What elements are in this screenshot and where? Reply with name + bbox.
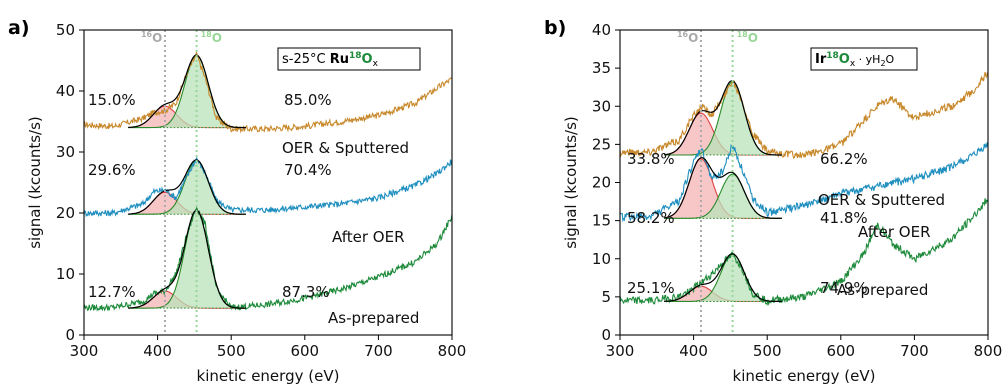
series-oer-sputtered: [84, 52, 452, 134]
y-axis-label: signal (kcounts/s): [562, 116, 580, 249]
total-fit-line: [664, 80, 782, 156]
x-axis-label: kinetic energy (eV): [197, 367, 340, 385]
x-tick-label: 800: [438, 342, 467, 360]
x-tick-label: 700: [900, 342, 929, 360]
peak-16O-fill: [664, 158, 782, 219]
peak-18O-fill: [128, 160, 246, 215]
spectrum-line: [620, 71, 988, 160]
reference-label-18O: 18O: [737, 30, 758, 45]
y-tick-label: 25: [592, 135, 611, 153]
percent-16O-label: 25.1%: [627, 279, 675, 297]
y-tick-label: 10: [592, 250, 611, 268]
series-name-label: As-prepared: [328, 309, 419, 327]
percent-18O-label: 41.8%: [820, 209, 868, 227]
reference-label-16O: 16O: [677, 30, 698, 45]
total-fit-line: [128, 159, 246, 215]
percent-16O-label: 12.7%: [88, 283, 136, 301]
percent-16O-label: 15.0%: [88, 91, 136, 109]
series-name-label: OER & Sputtered: [282, 139, 409, 157]
y-tick-label: 0: [601, 326, 611, 344]
y-axis-label: signal (kcounts/s): [26, 116, 44, 249]
peak-18O-fill: [128, 210, 246, 309]
percent-18O-label: 74.9%: [820, 279, 868, 297]
total-fit-line: [664, 253, 782, 302]
total-fit-line: [664, 157, 782, 219]
series-name-label: OER & Sputtered: [818, 191, 945, 209]
peak-18O-fill: [128, 55, 246, 128]
sample-label: Ir18Ox · yH2O: [815, 51, 895, 69]
spectrum-line: [84, 206, 452, 312]
sample-label-box: [277, 47, 421, 71]
percent-16O-label: 29.6%: [88, 161, 136, 179]
percent-18O-label: 70.4%: [284, 161, 332, 179]
x-tick-label: 600: [290, 342, 319, 360]
reference-label-18O: 18O: [201, 30, 222, 45]
y-tick-label: 30: [592, 97, 611, 115]
peak-18O-fill: [664, 254, 782, 302]
y-tick-label: 20: [592, 174, 611, 192]
y-tick-label: 15: [592, 212, 611, 230]
plot-area: [620, 71, 988, 306]
y-tick-label: 40: [56, 82, 75, 100]
series-oer-sputtered: [620, 71, 988, 160]
x-tick-label: 700: [364, 342, 393, 360]
panel-label: b): [544, 17, 566, 39]
y-tick-label: 40: [592, 21, 611, 39]
axes-frame: [83, 29, 453, 336]
peak-18O-fill: [664, 82, 782, 156]
spectrum-line: [620, 142, 988, 223]
y-tick-label: 5: [601, 288, 611, 306]
x-tick-label: 300: [70, 342, 99, 360]
x-tick-label: 500: [217, 342, 246, 360]
peak-16O-fill: [128, 106, 246, 128]
reference-label-16O: 16O: [141, 30, 162, 45]
y-tick-label: 0: [65, 326, 75, 344]
y-tick-label: 30: [56, 143, 75, 161]
x-axis-label: kinetic energy (eV): [733, 367, 876, 385]
spectrum-line: [84, 52, 452, 134]
y-tick-label: 20: [56, 204, 75, 222]
series-after-oer: [84, 157, 452, 218]
plot-area: [84, 52, 452, 312]
series-after-oer: [620, 142, 988, 223]
panel-b: 33.8% 66.2% OER & Sputtered 58.2% 41.8%After…: [544, 17, 1002, 385]
x-tick-label: 800: [974, 342, 1003, 360]
series-name-label: As-prepared: [837, 281, 928, 299]
total-fit-line: [128, 209, 246, 309]
percent-16O-label: 58.2%: [627, 209, 675, 227]
spectrum-line: [84, 157, 452, 218]
percent-18O-label: 87.3%: [282, 283, 330, 301]
panel-label: a): [8, 17, 30, 39]
sample-label: s-25°C Ru18Ox: [282, 51, 379, 69]
x-tick-label: 400: [679, 342, 708, 360]
x-tick-label: 600: [826, 342, 855, 360]
series-name-label: After OER: [332, 228, 405, 246]
percent-18O-label: 85.0%: [284, 91, 332, 109]
x-tick-label: 400: [143, 342, 172, 360]
x-tick-label: 300: [606, 342, 635, 360]
panel-a: 15.0% 85.0% OER & Sputtered 29.6% 70.4% After…: [8, 17, 466, 385]
sample-label-box: [810, 47, 918, 71]
peak-18O-fill: [664, 174, 782, 219]
peak-16O-fill: [664, 113, 782, 156]
peak-16O-fill: [128, 192, 246, 215]
y-tick-label: 35: [592, 59, 611, 77]
percent-16O-label: 33.8%: [627, 150, 675, 168]
axes-frame: [619, 29, 989, 336]
total-fit-line: [128, 54, 246, 129]
y-tick-label: 50: [56, 21, 75, 39]
series-as-prepared: [84, 206, 452, 312]
percent-18O-label: 66.2%: [820, 150, 868, 168]
series-as-prepared: [620, 198, 988, 306]
peak-16O-fill: [128, 291, 246, 309]
x-tick-label: 500: [753, 342, 782, 360]
series-name-label: After OER: [858, 223, 931, 241]
y-tick-label: 10: [56, 265, 75, 283]
